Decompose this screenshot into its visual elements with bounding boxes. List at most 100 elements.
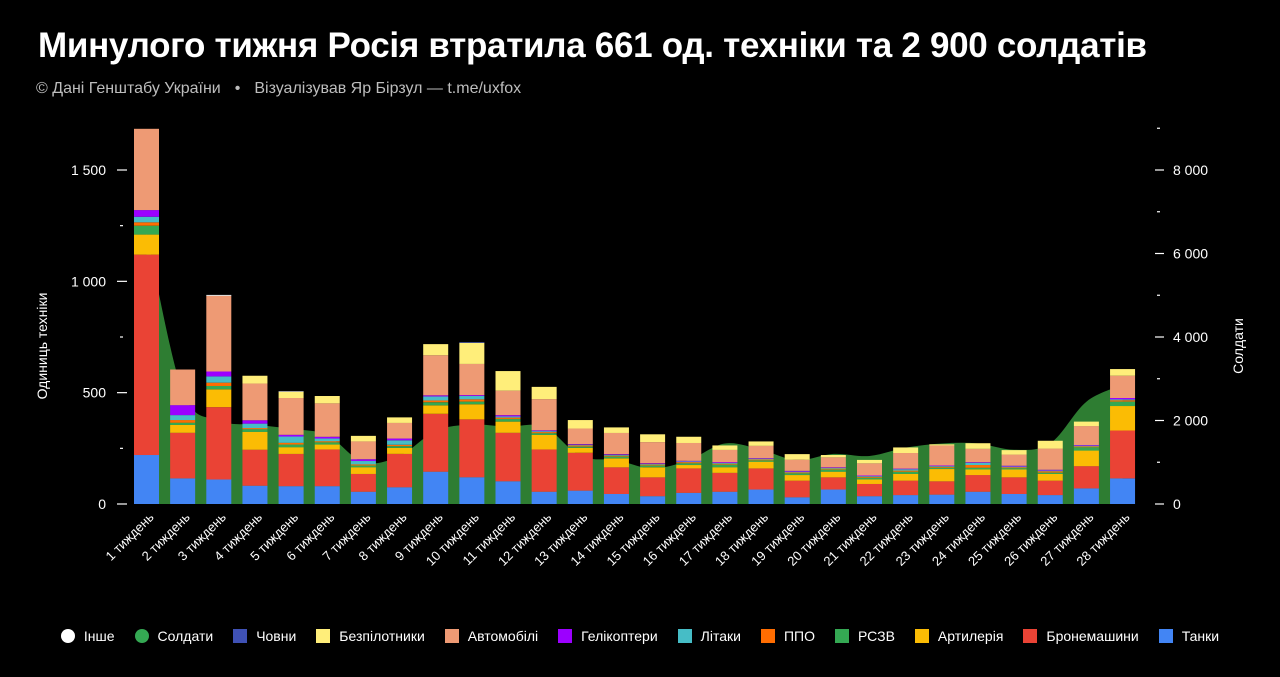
- bar-segment: [603, 454, 629, 455]
- bar-segment: [278, 436, 304, 443]
- bar-segment: [676, 460, 702, 462]
- bar-segment: [459, 342, 485, 364]
- bar-segment: [531, 449, 557, 492]
- legend-item[interactable]: Солдати: [134, 628, 213, 644]
- bar-group: [893, 447, 919, 504]
- bar-segment: [350, 464, 376, 466]
- bar-group: [748, 441, 774, 504]
- bar-segment: [495, 481, 521, 504]
- bar-segment: [387, 446, 413, 448]
- legend-item[interactable]: ППО: [760, 628, 815, 644]
- bar-segment: [640, 463, 666, 464]
- bar-segment: [748, 468, 774, 490]
- bar-segment: [820, 467, 846, 468]
- bar-group: [640, 434, 666, 504]
- y-tick-label: 500: [83, 385, 107, 401]
- bar-group: [784, 454, 810, 504]
- chart-subtitle: © Дані Генштабу України • Візуалізував Яр …: [36, 80, 521, 98]
- y2-tick-label: 2 000: [1173, 413, 1208, 429]
- bar-group: [242, 375, 268, 504]
- bar-segment: [1037, 480, 1063, 496]
- bar-segment: [314, 442, 340, 445]
- bar-segment: [278, 447, 304, 454]
- bar-segment: [495, 390, 521, 416]
- bar-segment: [1037, 472, 1063, 474]
- bar-segment: [1110, 398, 1136, 400]
- bar-segment: [893, 471, 919, 474]
- bar-segment: [387, 453, 413, 488]
- bar-segment: [495, 415, 521, 417]
- bar-segment: [1110, 478, 1136, 504]
- bar-segment: [134, 234, 159, 255]
- bar-segment: [1073, 426, 1099, 445]
- legend-item[interactable]: Автомобілі: [444, 628, 538, 644]
- bar-segment: [748, 458, 774, 459]
- bar-segment: [278, 442, 304, 445]
- bars-layer: [134, 128, 1136, 504]
- bar-segment: [495, 371, 521, 391]
- bar-segment: [459, 395, 485, 397]
- bar-segment: [1001, 450, 1027, 455]
- bar-group: [712, 445, 738, 504]
- bar-segment: [965, 469, 991, 476]
- bar-segment: [784, 470, 810, 472]
- bar-segment: [531, 399, 557, 431]
- bar-segment: [1110, 406, 1136, 431]
- legend-item[interactable]: Бронемашини: [1023, 628, 1139, 644]
- bar-segment: [170, 478, 196, 504]
- bar-segment: [1073, 466, 1099, 489]
- bar-segment: [603, 454, 629, 456]
- bar-segment: [567, 447, 593, 453]
- bar-segment: [1073, 421, 1099, 427]
- bar-segment: [1073, 445, 1099, 447]
- bar-segment: [314, 396, 340, 404]
- legend-item[interactable]: Човни: [233, 628, 296, 644]
- bar-segment: [929, 469, 955, 482]
- bar-segment: [676, 462, 702, 464]
- bar-segment: [170, 405, 196, 416]
- bar-segment: [676, 468, 702, 493]
- bar-group: [603, 427, 629, 504]
- bar-segment: [1001, 469, 1027, 478]
- bar-segment: [206, 382, 232, 386]
- bar-segment: [1073, 447, 1099, 451]
- bar-segment: [857, 483, 882, 497]
- bar-segment: [423, 413, 449, 472]
- bar-group: [965, 443, 991, 504]
- bar-segment: [640, 467, 666, 478]
- bar-segment: [387, 440, 413, 445]
- bar-group: [495, 371, 521, 504]
- bar-segment: [170, 422, 196, 425]
- legend-item[interactable]: Танки: [1158, 628, 1219, 644]
- bar-segment: [640, 465, 666, 468]
- bar-segment: [603, 455, 629, 457]
- bar-segment: [134, 222, 159, 226]
- bar-segment: [929, 481, 955, 495]
- bar-segment: [603, 467, 629, 494]
- legend-item[interactable]: РСЗВ: [834, 628, 895, 644]
- legend-item[interactable]: Гелікоптери: [558, 628, 658, 644]
- bar-group: [929, 444, 955, 504]
- bar-segment: [965, 462, 991, 463]
- legend-item[interactable]: Літаки: [677, 628, 741, 644]
- legend-item[interactable]: Безпілотники: [316, 628, 425, 644]
- legend-item[interactable]: Інше: [60, 628, 115, 644]
- bar-segment: [459, 342, 485, 343]
- bar-segment: [929, 467, 955, 470]
- legend-item[interactable]: Артилерія: [914, 628, 1003, 644]
- bar-segment: [676, 463, 702, 466]
- y2-tick-label: 4 000: [1173, 329, 1208, 345]
- bar-segment: [1073, 450, 1099, 467]
- y-axis-title: Одиниць техніки: [34, 293, 50, 400]
- legend-square-icon: [558, 629, 573, 643]
- bar-segment: [531, 431, 557, 433]
- bar-segment: [1073, 488, 1099, 504]
- legend-square-icon: [914, 629, 929, 643]
- bar-segment: [423, 400, 449, 403]
- bar-segment: [423, 405, 449, 414]
- bar-segment: [350, 473, 376, 492]
- bar-group: [423, 344, 449, 504]
- bar-segment: [134, 254, 159, 456]
- bar-segment: [712, 463, 738, 465]
- bar-segment: [784, 472, 810, 474]
